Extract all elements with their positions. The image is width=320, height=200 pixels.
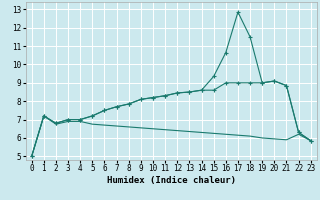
X-axis label: Humidex (Indice chaleur): Humidex (Indice chaleur) — [107, 176, 236, 185]
